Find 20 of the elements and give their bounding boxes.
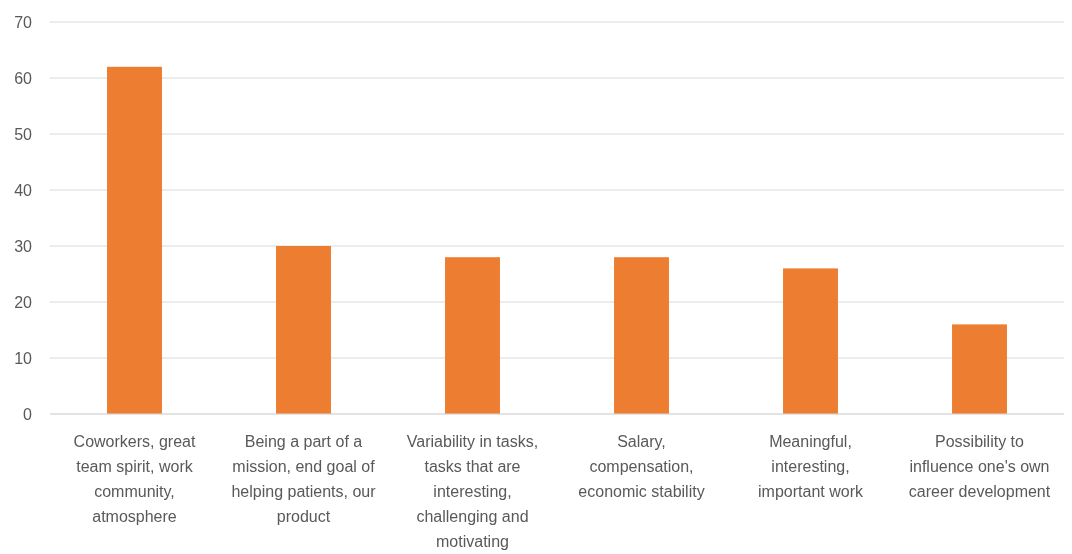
y-tick-label: 50 [14, 125, 33, 143]
bar [614, 257, 669, 414]
x-tick-label: Possibility to influence one's own career development [908, 433, 1051, 500]
bar [107, 66, 162, 414]
x-tick-label: Coworkers, great team spirit, work community, atmosphere [73, 433, 196, 525]
x-tick-label: Being a part of a mission, end goal of helping patients, our product [231, 433, 377, 525]
bar [276, 246, 331, 414]
y-tick-label: 20 [14, 293, 33, 311]
y-tick-label: 70 [14, 13, 33, 31]
y-tick-label: 0 [23, 405, 33, 423]
x-tick-label: Salary, compensation, economic stability [578, 433, 705, 500]
bar [952, 324, 1007, 414]
y-tick-label: 10 [14, 349, 33, 367]
y-tick-label: 60 [14, 69, 33, 87]
y-tick-label: 40 [14, 181, 33, 199]
y-tick-label: 30 [14, 237, 33, 255]
bar [783, 268, 838, 414]
x-tick-label: Variability in tasks, tasks that are interesting, challenging and motivating [406, 433, 539, 550]
x-tick-label: Meaningful, interesting, important work [758, 433, 864, 500]
bar [445, 257, 500, 414]
